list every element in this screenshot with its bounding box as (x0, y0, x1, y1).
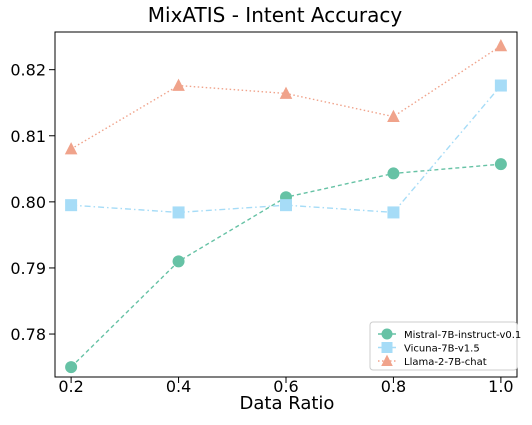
x-tick-label: 0.4 (166, 377, 191, 396)
series-2-point (494, 79, 507, 92)
series-2-point (280, 199, 292, 212)
chart-title: MixATIS - Intent Accuracy (148, 3, 403, 27)
series-1-point (387, 167, 400, 180)
legend-marker (381, 328, 393, 340)
x-tick-label: 1.0 (488, 377, 513, 396)
legend-label: Vicuna-7B-v1.5 (404, 344, 480, 355)
series-3-point (172, 78, 185, 91)
series-markers (64, 38, 508, 374)
series-3-point (387, 109, 400, 122)
series-2-point (387, 206, 400, 219)
series-3-point (494, 38, 508, 52)
y-tick-label: 0.79 (10, 259, 46, 278)
legend-marker (381, 354, 393, 366)
y-tick-label: 0.78 (10, 325, 46, 344)
series-3-point (279, 86, 293, 99)
legend: Mistral-7B-instruct-v0.1 Vicuna-7B-v1.5 Ll… (369, 321, 521, 371)
series-line-2 (71, 85, 502, 214)
legend-box (369, 321, 518, 371)
series-2-point (172, 206, 185, 219)
y-tick-label: 0.82 (10, 61, 46, 80)
x-tick-label: 0.6 (273, 377, 298, 396)
x-axis: 0.2 0.4 0.6 0.8 1.0 (58, 377, 514, 396)
y-axis: 0.78 0.79 0.80 0.81 0.82 (10, 61, 55, 344)
legend-label: Mistral-7B-instruct-v0.1 (404, 330, 521, 341)
legend-label: Llama-2-7B-chat (404, 357, 487, 368)
x-axis-label: Data Ratio (240, 393, 335, 414)
x-tick-label: 0.8 (381, 377, 406, 396)
y-tick-label: 0.81 (10, 127, 46, 146)
legend-marker (381, 342, 393, 353)
x-tick-label: 0.2 (58, 377, 83, 396)
series-1-point (494, 158, 507, 171)
series-1-point (172, 255, 185, 268)
series-3-point (64, 142, 78, 155)
series-2-point (65, 199, 78, 212)
series-1-point (65, 361, 78, 374)
y-tick-label: 0.80 (10, 193, 46, 212)
